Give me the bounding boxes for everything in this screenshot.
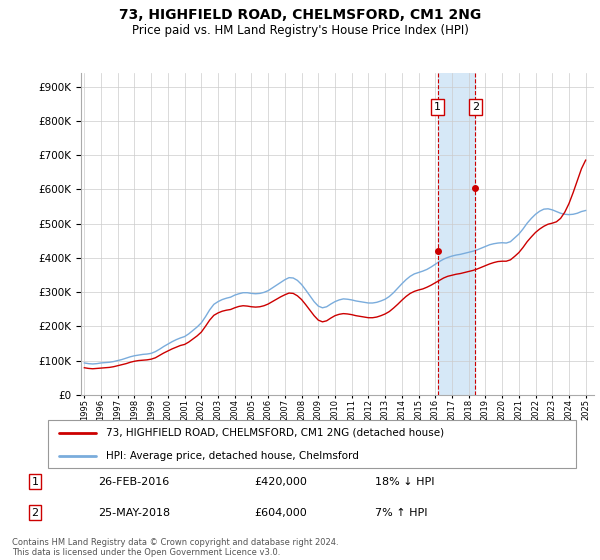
Text: £420,000: £420,000 bbox=[254, 477, 307, 487]
Text: 2: 2 bbox=[472, 102, 479, 112]
Text: 1: 1 bbox=[434, 102, 441, 112]
Text: 73, HIGHFIELD ROAD, CHELMSFORD, CM1 2NG (detached house): 73, HIGHFIELD ROAD, CHELMSFORD, CM1 2NG … bbox=[106, 428, 444, 438]
Text: 73, HIGHFIELD ROAD, CHELMSFORD, CM1 2NG: 73, HIGHFIELD ROAD, CHELMSFORD, CM1 2NG bbox=[119, 8, 481, 22]
Text: 1: 1 bbox=[32, 477, 38, 487]
Text: HPI: Average price, detached house, Chelmsford: HPI: Average price, detached house, Chel… bbox=[106, 451, 359, 461]
FancyBboxPatch shape bbox=[48, 420, 576, 468]
Text: 18% ↓ HPI: 18% ↓ HPI bbox=[375, 477, 434, 487]
Text: £604,000: £604,000 bbox=[254, 508, 307, 518]
Text: Contains HM Land Registry data © Crown copyright and database right 2024.
This d: Contains HM Land Registry data © Crown c… bbox=[12, 538, 338, 557]
Text: 2: 2 bbox=[31, 508, 38, 518]
Text: Price paid vs. HM Land Registry's House Price Index (HPI): Price paid vs. HM Land Registry's House … bbox=[131, 24, 469, 36]
Bar bbox=[438, 73, 475, 395]
Text: 25-MAY-2018: 25-MAY-2018 bbox=[98, 508, 170, 518]
Text: 7% ↑ HPI: 7% ↑ HPI bbox=[375, 508, 427, 518]
Text: 26-FEB-2016: 26-FEB-2016 bbox=[98, 477, 170, 487]
